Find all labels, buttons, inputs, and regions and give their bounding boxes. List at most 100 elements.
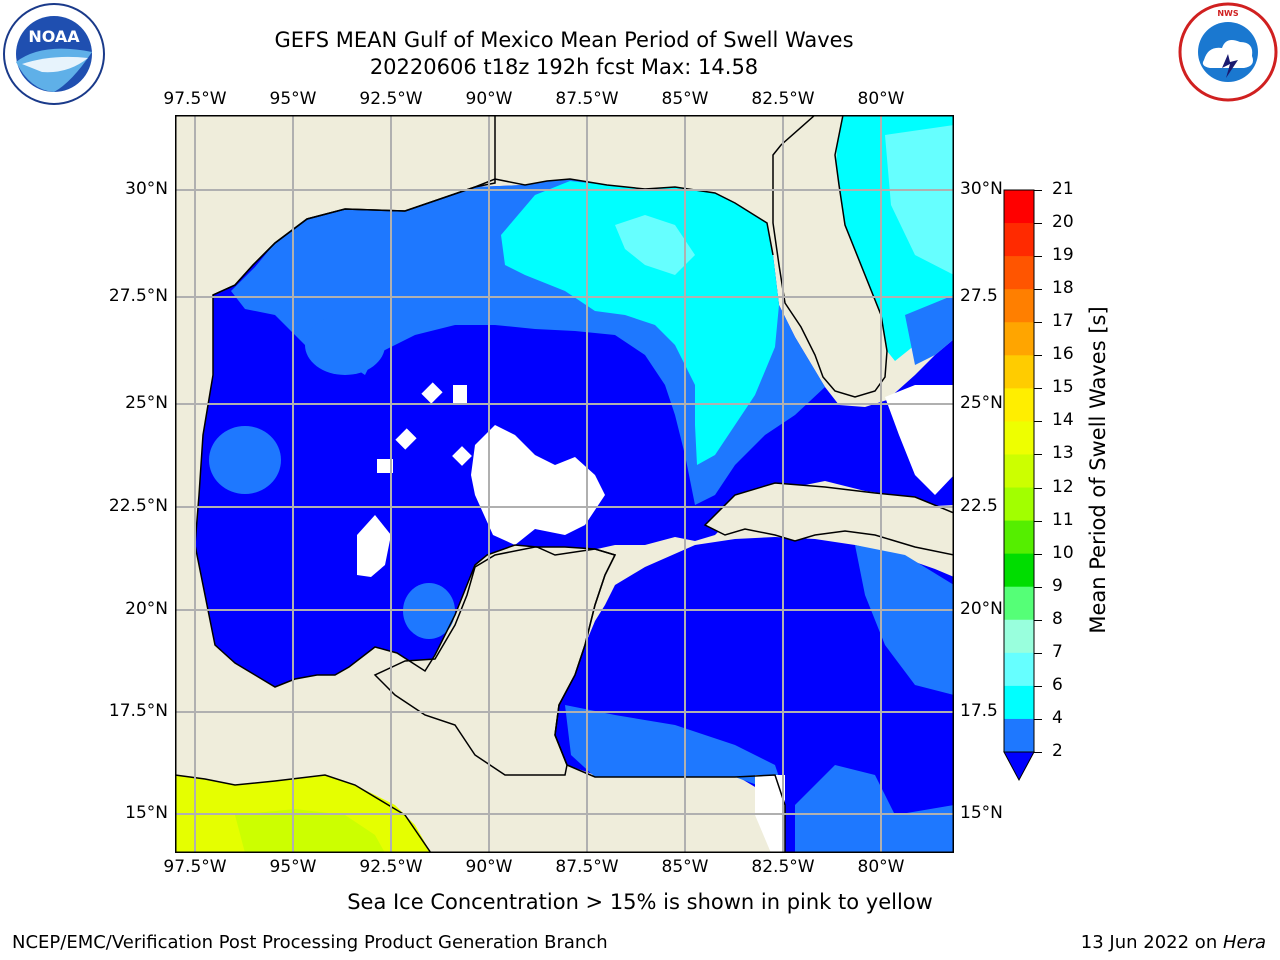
patch-3 [305,315,385,375]
colorbar-tickmark [1034,586,1042,588]
ocean-ne-pale [615,215,695,275]
colorbar-tick-20: 20 [1052,212,1074,233]
colorbar-tickmark [1034,553,1042,555]
noaa-logo-icon: NOAA [3,3,105,105]
colorbar-swatch-8 [1004,454,1034,489]
graticule [175,115,954,853]
lat-label-right-5: 17.5 [960,701,998,721]
colorbar-tick-18: 18 [1052,278,1074,299]
patch-4 [855,545,954,695]
patch-1 [209,426,281,494]
missing-dot-3 [395,428,417,450]
lat-label-right-1: 27.5 [960,286,998,306]
lon-label-top-5: 85°W [661,89,709,109]
footer-producer: NCEP/EMC/Verification Post Processing Pr… [12,932,608,953]
lat-label-left-1: 27.5°N [108,286,168,306]
colorbar-swatch-6 [1004,388,1034,422]
patch-5 [565,705,785,795]
lon-label-bottom-3: 90°W [465,857,513,877]
footer-date: 13 Jun 2022 on Hera [1081,932,1266,953]
colorbar-tick-10: 10 [1052,542,1074,563]
lat-label-right-4: 20°N [960,599,1003,619]
colorbar-tick-15: 15 [1052,377,1074,398]
colorbar-tick-2: 2 [1052,741,1063,761]
colorbar-tickmark [1034,421,1042,423]
missing-dot-5 [452,446,472,466]
colorbar-tickmark [1034,487,1042,489]
colorbar-tick-21: 21 [1052,179,1074,199]
colorbar-tick-9: 9 [1052,575,1063,596]
colorbar-swatch-3 [1004,289,1034,323]
colorbar [1003,189,1035,782]
missing-dot-2 [453,385,467,405]
colorbar-swatch-13 [1004,619,1034,654]
missing-area-3 [885,385,954,495]
colorbar-swatch-16 [1004,718,1034,753]
colorbar-tickmark [1034,289,1042,291]
colorbar-swatch-7 [1004,421,1034,455]
lat-label-right-2: 25°N [960,393,1003,413]
sea-ice-note: Sea Ice Concentration > 15% is shown in … [347,890,933,914]
patch-6 [795,765,954,853]
lon-label-bottom-0: 97.5°W [163,857,227,877]
chart-title-line2: 20220606 t18z 192h fcst Max: 14.58 [369,55,759,79]
ocean-atlantic-pale [885,125,954,275]
lat-label-left-5: 17.5°N [108,701,168,721]
colorbar-tick-8: 8 [1052,608,1063,629]
land-cuba [703,482,954,556]
lat-label-left-6: 15°N [125,803,168,823]
colorbar-frame [1003,189,1035,753]
missing-area-1 [471,425,605,545]
missing-dot-1 [421,382,443,404]
colorbar-swatch-10 [1004,520,1034,555]
lon-label-bottom-7: 80°W [857,857,905,877]
missing-area-2 [357,515,391,577]
lat-label-left-3: 22.5°N [108,496,168,516]
lon-label-top-3: 90°W [465,89,513,109]
colorbar-tickmark [1034,190,1042,191]
colorbar-swatch-14 [1004,652,1034,687]
lon-label-bottom-2: 92.5°W [359,857,423,877]
colorbar-tickmark [1034,388,1042,390]
colorbar-swatch-11 [1004,553,1034,588]
ocean-atlantic-mid [905,295,954,365]
coast-us [212,178,774,296]
colorbar-tick-7: 7 [1052,641,1063,662]
colorbar-tickmark [1034,223,1042,225]
colorbar-swatch-1 [1004,223,1034,257]
colorbar-tickmark [1034,752,1042,753]
lon-label-bottom-6: 82.5°W [751,857,815,877]
colorbar-extend-arrow [1003,751,1035,782]
colorbar-tickmark [1034,454,1042,456]
colorbar-tickmark [1034,685,1042,687]
map-frame [175,115,954,853]
lon-label-top-0: 97.5°W [163,89,227,109]
colorbar-tick-19: 19 [1052,245,1074,266]
lon-label-top-6: 82.5°W [751,89,815,109]
lon-label-bottom-1: 95°W [269,857,317,877]
lat-label-right-3: 22.5 [960,496,998,516]
footer-host: Hera [1222,932,1266,953]
colorbar-swatch-15 [1004,685,1034,720]
ocean-ne-cyan [501,181,779,465]
colorbar-tickmark [1034,520,1042,522]
lat-label-left-4: 20°N [125,599,168,619]
map-panel [175,115,954,853]
colorbar-tickmark [1034,652,1042,654]
colorbar-tickmark [1034,619,1042,621]
lat-label-left-2: 25°N [125,393,168,413]
colorbar-tick-14: 14 [1052,410,1074,431]
land-florida [772,115,888,398]
colorbar-tickmark [1034,322,1042,324]
svg-text:NWS: NWS [1217,9,1239,18]
lat-label-left-0: 30°N [125,179,168,199]
lon-label-top-2: 92.5°W [359,89,423,109]
lon-label-bottom-4: 87.5°W [555,857,619,877]
colorbar-tick-4: 4 [1052,707,1063,728]
lon-label-top-7: 80°W [857,89,905,109]
nws-logo-icon: NWS [1178,2,1278,102]
chart-title-line1: GEFS MEAN Gulf of Mexico Mean Period of … [274,28,854,52]
colorbar-tickmark [1034,718,1042,720]
colorbar-tick-6: 6 [1052,674,1063,695]
colorbar-tick-16: 16 [1052,344,1074,365]
